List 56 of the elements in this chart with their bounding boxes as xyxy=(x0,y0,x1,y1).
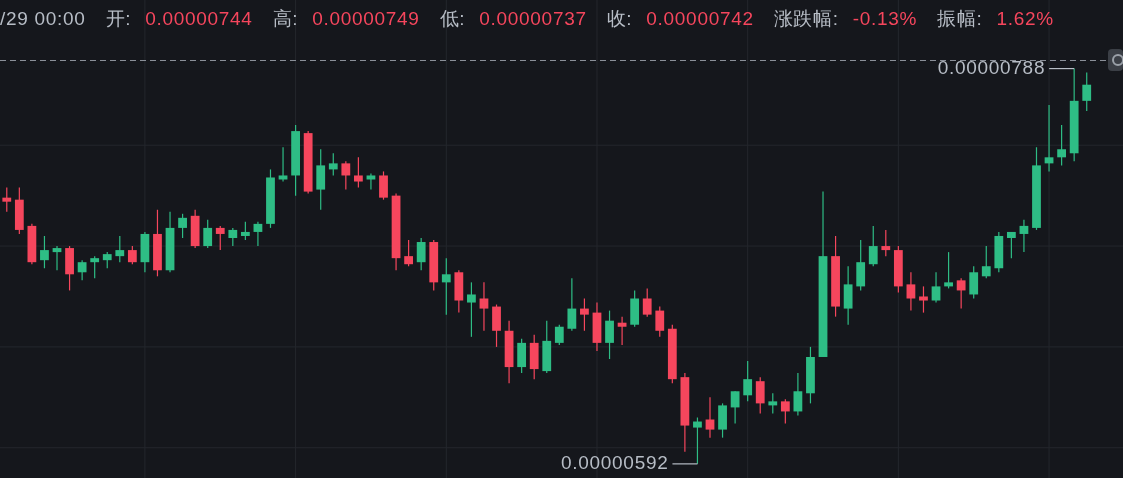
candlestick xyxy=(580,297,589,332)
candlestick xyxy=(328,152,338,177)
candlestick xyxy=(730,390,740,425)
candlestick xyxy=(868,225,878,267)
candlestick xyxy=(693,416,702,465)
candlestick xyxy=(793,372,803,417)
candlestick xyxy=(881,229,891,257)
candlestick xyxy=(366,172,376,191)
candlestick xyxy=(441,257,451,316)
candlestick xyxy=(906,271,916,312)
candlestick xyxy=(956,277,966,310)
candlestick xyxy=(567,277,577,332)
candlestick xyxy=(1057,124,1066,166)
candlestick xyxy=(240,221,250,241)
candlestick xyxy=(228,227,238,247)
candlestick xyxy=(341,160,351,191)
candlestick xyxy=(1019,219,1029,253)
candlestick xyxy=(278,146,288,183)
candlestick xyxy=(379,170,388,201)
candlestick xyxy=(479,281,489,332)
candlestick xyxy=(642,287,652,318)
candlestick xyxy=(605,310,614,360)
annotation: 0.00000788 xyxy=(937,56,1046,78)
candlestick xyxy=(2,186,12,213)
candlestick xyxy=(77,259,87,281)
candlestick xyxy=(554,324,564,346)
candlestick xyxy=(203,219,213,249)
candlestick xyxy=(1082,72,1092,112)
candlestick xyxy=(253,221,263,247)
annotation: 0.00000592 xyxy=(561,451,669,473)
candlestick xyxy=(178,213,187,239)
candlestick xyxy=(981,245,991,279)
candlestick xyxy=(1044,104,1054,173)
candlestick xyxy=(115,235,125,263)
candlestick xyxy=(404,239,414,267)
candlestick xyxy=(919,285,928,314)
candlestick xyxy=(743,360,753,402)
candlestick xyxy=(655,305,665,338)
candlestick xyxy=(416,237,426,271)
candlestick xyxy=(780,398,790,425)
candlestick xyxy=(705,396,715,439)
candlestick xyxy=(52,245,62,271)
candlestick xyxy=(969,265,979,300)
candlestick xyxy=(467,281,476,338)
candlestick xyxy=(215,225,225,251)
candlestick xyxy=(127,245,137,265)
candlestick xyxy=(931,271,941,304)
candlestick xyxy=(353,156,363,189)
candlestick xyxy=(768,392,778,415)
candlestick xyxy=(755,376,765,415)
candlestick xyxy=(90,255,100,279)
chart-title: /29 00:00 开: 0.00000744 高: 0.00000749 低: 0.00000737 收: 0.00000742 涨跌幅: -0.13% 振幅: 1.62% xyxy=(0,8,1054,29)
candlestick xyxy=(1006,231,1016,259)
candlestick xyxy=(617,316,627,346)
candlestick xyxy=(944,251,953,290)
candlestick xyxy=(40,235,49,269)
